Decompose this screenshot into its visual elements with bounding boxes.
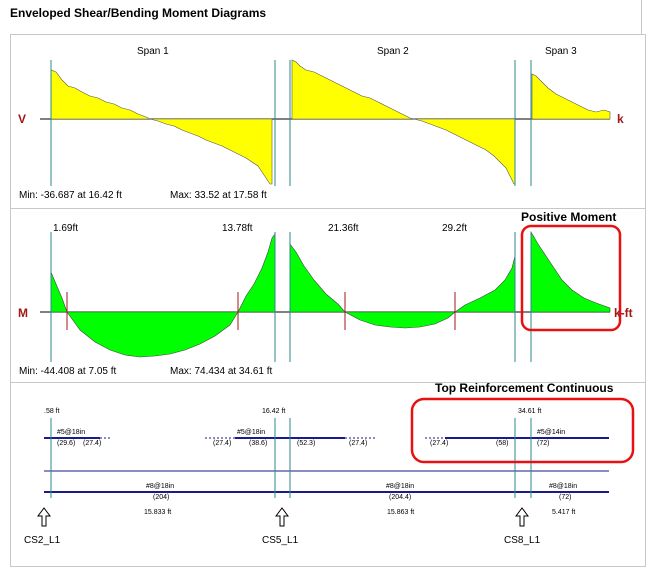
top-position-label: 16.42 ft bbox=[262, 408, 286, 415]
top-position-label: .58 ft bbox=[44, 408, 60, 415]
top-bar-value: (27.4) bbox=[213, 440, 232, 447]
positive-moment-highlight bbox=[520, 224, 622, 332]
span-label: Span 3 bbox=[545, 46, 577, 57]
positive-moment-annotation: Positive Moment bbox=[521, 210, 617, 224]
shear-min-text: Min: -36.687 at 16.42 ft bbox=[19, 190, 122, 201]
inflection-label: 1.69ft bbox=[53, 223, 79, 234]
span-label: Span 2 bbox=[377, 46, 409, 57]
inflection-label: 21.36ft bbox=[328, 223, 359, 234]
top-bar-value: (52.3) bbox=[297, 440, 316, 447]
moment-area-span3 bbox=[530, 230, 611, 313]
shear-area-span3 bbox=[531, 73, 611, 120]
panel-divider-1 bbox=[10, 208, 646, 209]
top-bar-value: (38.6) bbox=[249, 440, 268, 447]
arrow-up-icon bbox=[275, 507, 289, 527]
diagram-frame bbox=[10, 34, 646, 567]
span-label: Span 1 bbox=[137, 46, 169, 57]
bottom-bar-length: 15.863 ft bbox=[387, 509, 415, 516]
moment-min-text: Min: -44.408 at 7.05 ft bbox=[19, 366, 117, 377]
top-position-label: 34.61 ft bbox=[518, 408, 542, 415]
top-bar-value: (58) bbox=[496, 440, 509, 447]
shear-axis-label: V bbox=[18, 112, 27, 126]
top-bar-value: (29.6) bbox=[57, 440, 76, 447]
shear-max-text: Max: 33.52 at 17.58 ft bbox=[170, 190, 267, 201]
top-bar-value: (27.4) bbox=[430, 440, 449, 447]
column-strip-label[interactable]: CS2_L1 bbox=[24, 535, 61, 546]
top-reinforcement-annotation: Top Reinforcement Continuous bbox=[435, 381, 614, 395]
arrow-up-icon bbox=[515, 507, 529, 527]
bottom-bar-value: (204.4) bbox=[389, 494, 412, 501]
moment-unit-label: k-ft bbox=[614, 306, 633, 320]
top-bar-label: #5@14in bbox=[537, 429, 566, 436]
bottom-bar-length: 5.417 ft bbox=[552, 509, 576, 516]
top-bar-value: (72) bbox=[537, 440, 550, 447]
window-title: Enveloped Shear/Bending Moment Diagrams bbox=[10, 6, 267, 20]
top-bar-value: (27.4) bbox=[349, 440, 368, 447]
shear-area-span2 bbox=[291, 59, 516, 185]
bottom-bar-length: 15.833 ft bbox=[144, 509, 172, 516]
bottom-bar-label: #8@18in bbox=[146, 483, 175, 490]
panel-divider-2 bbox=[10, 382, 646, 383]
top-bar-label: #5@18in bbox=[57, 429, 86, 436]
shear-area-span1 bbox=[50, 69, 273, 185]
top-bar-value: (27.4) bbox=[83, 440, 102, 447]
moment-area-span1 bbox=[50, 233, 276, 358]
moment-axis-label: M bbox=[18, 306, 28, 320]
column-strip-label[interactable]: CS5_L1 bbox=[262, 535, 299, 546]
moment-area-span2 bbox=[289, 243, 516, 329]
inflection-label: 13.78ft bbox=[222, 223, 253, 234]
shear-unit-label: k bbox=[617, 112, 624, 126]
inflection-label: 29.2ft bbox=[442, 223, 468, 234]
title-bar-rule bbox=[641, 0, 642, 34]
bottom-bar-label: #8@18in bbox=[386, 483, 415, 490]
top-bar-label: #5@18in bbox=[237, 429, 266, 436]
bottom-bar-label: #8@18in bbox=[549, 483, 578, 490]
bottom-bar-value: (72) bbox=[559, 494, 572, 501]
bottom-bar-value: (204) bbox=[153, 494, 170, 501]
arrow-up-icon bbox=[37, 507, 51, 527]
top-reinforcement-highlight bbox=[410, 397, 635, 464]
moment-max-text: Max: 74.434 at 34.61 ft bbox=[170, 366, 273, 377]
column-strip-label[interactable]: CS8_L1 bbox=[504, 535, 541, 546]
